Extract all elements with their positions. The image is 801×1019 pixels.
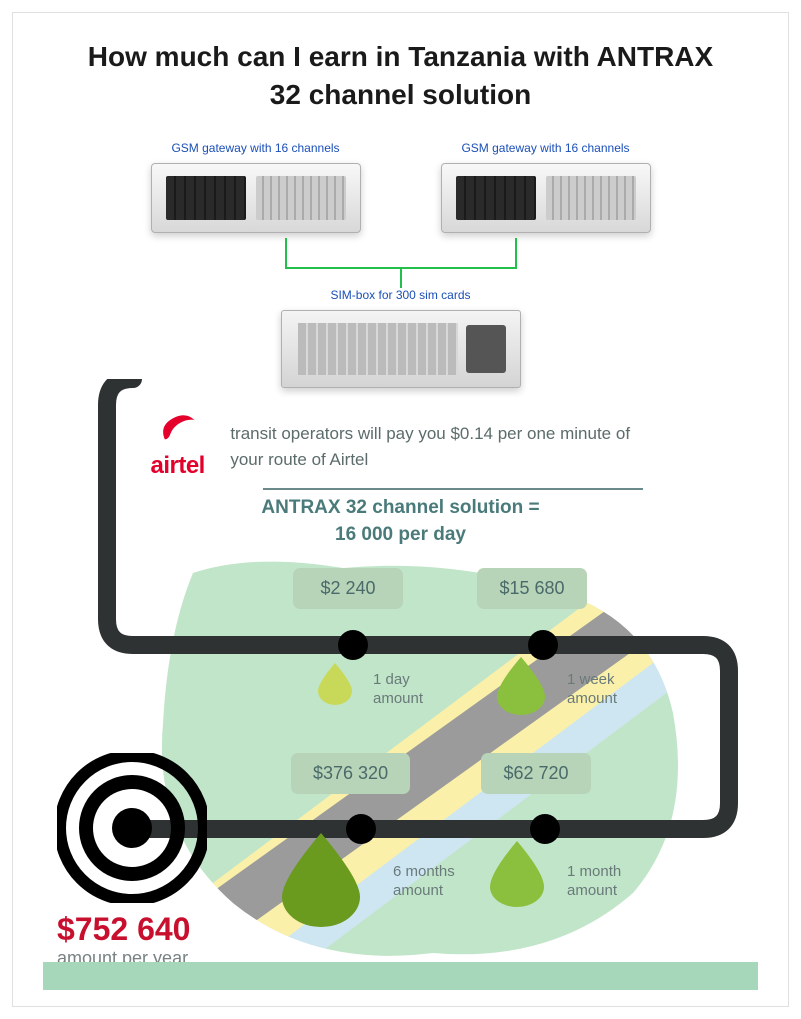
simbox-device-icon xyxy=(281,310,521,388)
milestone-1week: $15 680 xyxy=(477,568,587,609)
gateway-right: GSM gateway with 16 channels xyxy=(426,141,666,233)
milestone-6months: $376 320 xyxy=(291,753,410,794)
bottom-accent-bar xyxy=(43,962,758,990)
caption-6months: 6 months amount xyxy=(393,863,483,901)
amount-pill: $2 240 xyxy=(293,568,403,609)
drop-1month xyxy=(490,841,544,907)
simbox-label: SIM-box for 300 sim cards xyxy=(13,288,788,302)
page-title: How much can I earn in Tanzania with ANT… xyxy=(13,13,788,129)
connector-lines xyxy=(256,238,546,288)
milestone-1month: $62 720 xyxy=(481,753,591,794)
amount-pill: $376 320 xyxy=(291,753,410,794)
target-bullseye xyxy=(57,753,207,908)
caption-1month: 1 month amount xyxy=(567,863,657,901)
page-frame: How much can I earn in Tanzania with ANT… xyxy=(12,12,789,1007)
gateway-left-label: GSM gateway with 16 channels xyxy=(136,141,376,155)
target-amount-block: $752 640 amount per year xyxy=(57,911,190,969)
drop-1week xyxy=(497,657,545,715)
gateway-device-icon xyxy=(151,163,361,233)
gateway-device-icon xyxy=(441,163,651,233)
bullseye-icon xyxy=(57,753,207,903)
gateway-left: GSM gateway with 16 channels xyxy=(136,141,376,233)
milestone-1day: $2 240 xyxy=(293,568,403,609)
amount-pill: $62 720 xyxy=(481,753,591,794)
drop-1day xyxy=(318,663,352,705)
gateways-row: GSM gateway with 16 channels GSM gateway… xyxy=(13,141,788,233)
amount-pill: $15 680 xyxy=(477,568,587,609)
simbox-section: SIM-box for 300 sim cards xyxy=(13,288,788,388)
gateway-right-label: GSM gateway with 16 channels xyxy=(426,141,666,155)
target-amount-value: $752 640 xyxy=(57,911,190,947)
drop-6months xyxy=(282,833,360,927)
